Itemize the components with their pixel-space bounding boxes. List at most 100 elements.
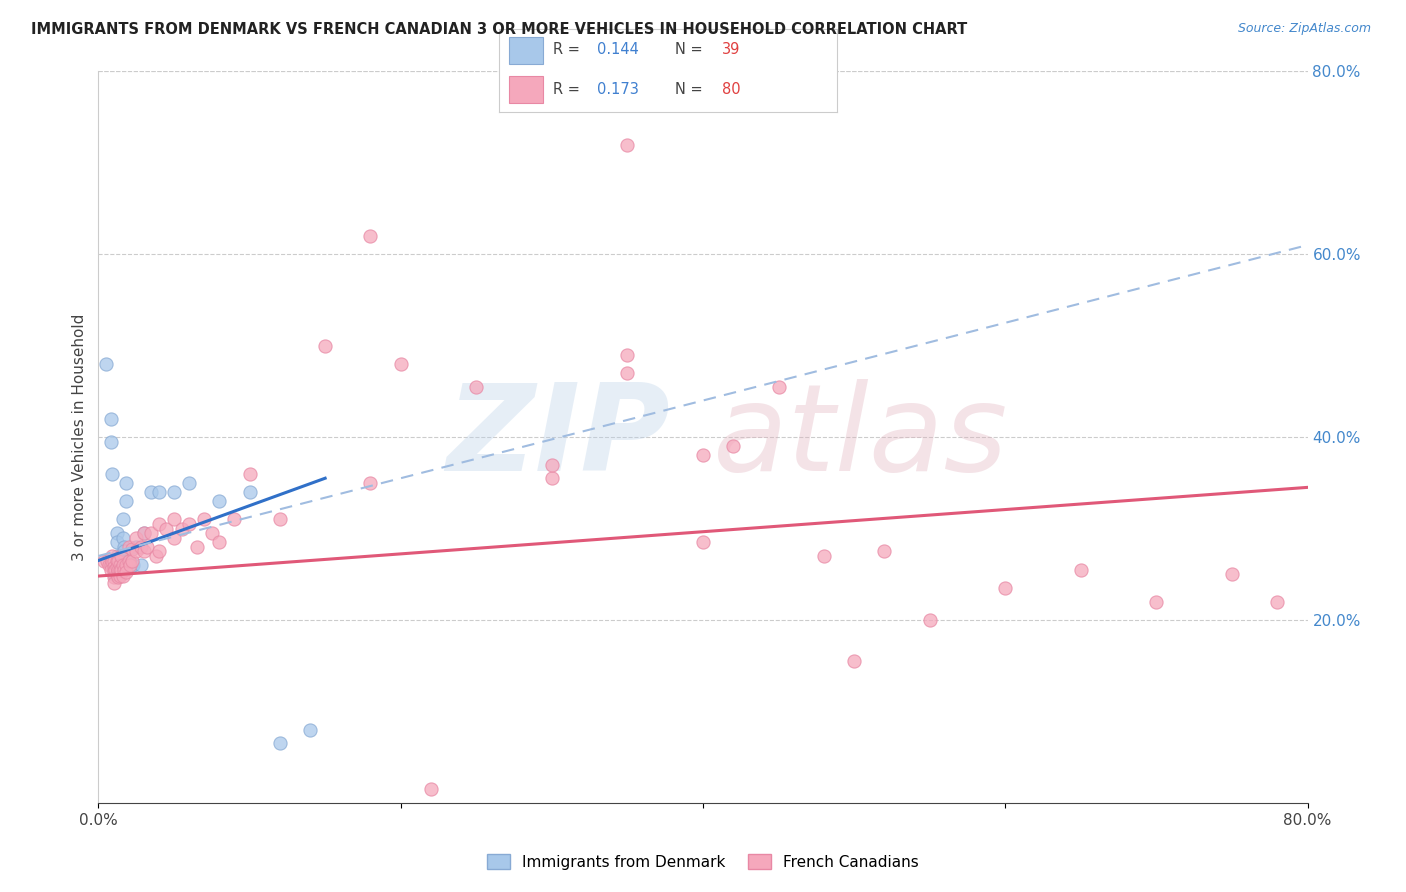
Point [108, 569, 131, 583]
Point [186, 540, 208, 554]
Point [125, 540, 148, 554]
Point [1220, 567, 1243, 582]
Point [111, 558, 134, 573]
Point [239, 467, 262, 481]
Point [100, 434, 122, 449]
Point [110, 566, 132, 580]
Text: R =: R = [553, 82, 585, 97]
Point [465, 380, 488, 394]
Point [208, 535, 231, 549]
Point [616, 366, 638, 380]
Point [94, 357, 117, 371]
Point [110, 560, 132, 574]
Point [179, 516, 201, 531]
Point [96, 553, 118, 567]
Point [107, 570, 129, 584]
Point [125, 531, 148, 545]
Point [1267, 594, 1289, 608]
Point [104, 563, 127, 577]
Point [118, 553, 141, 567]
Point [201, 526, 224, 541]
Point [141, 526, 163, 541]
Point [93, 553, 115, 567]
Point [100, 563, 122, 577]
Point [103, 576, 125, 591]
Point [100, 558, 122, 573]
Point [540, 458, 562, 472]
Point [105, 560, 128, 574]
Point [101, 553, 124, 567]
Text: N =: N = [675, 43, 707, 57]
Point [111, 531, 134, 545]
Point [105, 567, 128, 582]
Point [135, 540, 157, 554]
Point [105, 553, 128, 567]
Point [1144, 594, 1167, 608]
Point [112, 540, 135, 554]
Point [112, 544, 135, 558]
Point [269, 736, 291, 750]
Point [170, 521, 193, 535]
Point [108, 563, 131, 577]
Point [114, 475, 136, 490]
Point [813, 549, 835, 563]
Point [103, 553, 125, 567]
Point [103, 553, 125, 567]
Point [118, 540, 141, 554]
Point [723, 439, 745, 453]
Point [114, 494, 136, 508]
Point [101, 549, 124, 563]
Point [193, 512, 215, 526]
Point [994, 581, 1017, 595]
Text: Source: ZipAtlas.com: Source: ZipAtlas.com [1237, 22, 1371, 36]
Point [314, 338, 336, 352]
Point [692, 448, 714, 462]
Point [692, 535, 714, 549]
Point [120, 558, 142, 573]
Text: atlas: atlas [713, 378, 1008, 496]
Point [111, 512, 134, 526]
Point [616, 137, 638, 152]
Point [163, 531, 186, 545]
Point [163, 512, 186, 526]
Point [114, 553, 136, 567]
Point [105, 549, 128, 563]
Point [111, 569, 134, 583]
Point [110, 549, 132, 563]
Text: N =: N = [675, 82, 707, 97]
Point [118, 553, 141, 567]
Point [145, 549, 167, 563]
Point [141, 485, 163, 500]
Point [918, 613, 941, 627]
Point [148, 485, 170, 500]
Point [108, 553, 131, 567]
Text: 80: 80 [721, 82, 741, 97]
Point [108, 567, 131, 582]
Point [103, 570, 125, 584]
Text: 0.144: 0.144 [598, 43, 638, 57]
Bar [509, 76, 543, 103]
Point [129, 540, 152, 554]
Point [103, 560, 125, 574]
Point [101, 467, 124, 481]
Point [108, 563, 131, 577]
Point [112, 563, 135, 577]
Text: 39: 39 [721, 43, 740, 57]
Text: 0.173: 0.173 [598, 82, 638, 97]
Point [107, 563, 129, 577]
Point [148, 544, 170, 558]
Point [224, 512, 246, 526]
Point [122, 558, 145, 573]
Point [129, 558, 152, 573]
Point [110, 553, 132, 567]
Point [179, 475, 201, 490]
Point [163, 485, 186, 500]
Text: IMMIGRANTS FROM DENMARK VS FRENCH CANADIAN 3 OR MORE VEHICLES IN HOUSEHOLD CORRE: IMMIGRANTS FROM DENMARK VS FRENCH CANADI… [31, 22, 967, 37]
Point [420, 782, 443, 797]
Point [873, 544, 896, 558]
Point [616, 348, 638, 362]
Point [107, 558, 129, 573]
Point [148, 516, 170, 531]
Point [107, 553, 129, 567]
Point [110, 563, 132, 577]
